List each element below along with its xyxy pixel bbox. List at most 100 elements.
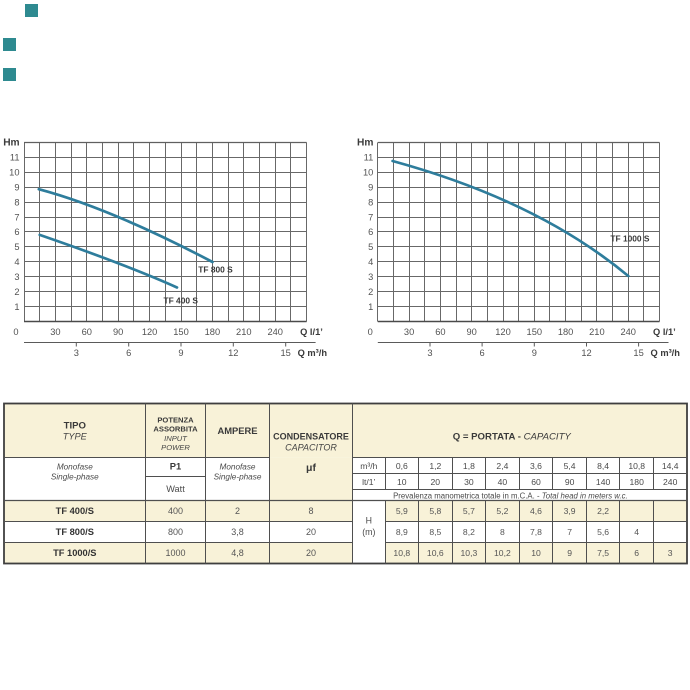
svg-text:TF 400/S: TF 400/S: [56, 506, 94, 516]
svg-text:0: 0: [368, 327, 373, 337]
svg-text:30: 30: [404, 327, 414, 337]
svg-text:ASSORBITA: ASSORBITA: [153, 425, 198, 434]
svg-text:10: 10: [363, 168, 373, 178]
svg-text:P1: P1: [170, 461, 181, 472]
svg-text:2: 2: [14, 287, 19, 297]
svg-text:30: 30: [50, 327, 60, 337]
svg-text:4: 4: [368, 257, 373, 267]
svg-text:10,6: 10,6: [427, 548, 444, 558]
svg-text:8,2: 8,2: [463, 527, 475, 537]
svg-text:10: 10: [9, 168, 19, 178]
svg-text:120: 120: [142, 327, 158, 337]
svg-text:3,9: 3,9: [564, 506, 576, 516]
svg-text:1000: 1000: [165, 548, 185, 558]
svg-text:240: 240: [663, 477, 678, 487]
svg-text:90: 90: [565, 477, 575, 487]
svg-text:0,6: 0,6: [396, 461, 408, 471]
svg-text:6: 6: [14, 227, 19, 237]
svg-text:Watt: Watt: [166, 484, 185, 494]
svg-text:10,8: 10,8: [628, 461, 645, 471]
svg-text:POTENZA: POTENZA: [157, 416, 194, 425]
svg-text:5,7: 5,7: [463, 506, 475, 516]
svg-text:Monofase: Monofase: [57, 463, 93, 472]
svg-text:CAPACITOR: CAPACITOR: [285, 443, 337, 453]
svg-text:9: 9: [14, 182, 19, 192]
svg-text:210: 210: [589, 327, 605, 337]
svg-text:12: 12: [228, 348, 238, 358]
svg-text:6: 6: [368, 227, 373, 237]
svg-text:Q l/1’: Q l/1’: [300, 327, 323, 337]
svg-text:Single-phase: Single-phase: [214, 473, 262, 482]
svg-text:Q m³/h: Q m³/h: [651, 348, 681, 358]
svg-text:TF 1000 S: TF 1000 S: [610, 234, 650, 244]
svg-text:Hm: Hm: [3, 138, 19, 149]
svg-text:2,4: 2,4: [496, 461, 508, 471]
svg-text:5,2: 5,2: [496, 506, 508, 516]
svg-text:POWER: POWER: [161, 443, 190, 452]
svg-text:90: 90: [113, 327, 123, 337]
svg-text:2: 2: [368, 287, 373, 297]
svg-text:AMPERE: AMPERE: [217, 425, 257, 436]
svg-text:5,6: 5,6: [597, 527, 609, 537]
svg-text:CONDENSATORE: CONDENSATORE: [273, 432, 349, 442]
svg-text:180: 180: [558, 327, 574, 337]
svg-text:4: 4: [634, 527, 639, 537]
svg-text:12: 12: [581, 348, 591, 358]
svg-text:7: 7: [14, 212, 19, 222]
svg-text:2: 2: [235, 506, 240, 516]
svg-text:5,4: 5,4: [564, 461, 576, 471]
svg-text:15: 15: [281, 348, 291, 358]
svg-text:Q = PORTATA - CAPACITY: Q = PORTATA - CAPACITY: [453, 432, 572, 443]
svg-text:150: 150: [173, 327, 189, 337]
svg-text:7,8: 7,8: [530, 527, 542, 537]
svg-text:6: 6: [126, 348, 131, 358]
svg-text:10,8: 10,8: [393, 548, 410, 558]
svg-text:10: 10: [531, 548, 541, 558]
svg-text:INPUT: INPUT: [164, 434, 188, 443]
svg-text:1,8: 1,8: [463, 461, 475, 471]
svg-text:150: 150: [527, 327, 543, 337]
svg-text:Q m³/h: Q m³/h: [298, 348, 328, 358]
svg-text:4,8: 4,8: [231, 548, 244, 558]
svg-text:3: 3: [668, 548, 673, 558]
svg-text:5,8: 5,8: [429, 506, 441, 516]
svg-text:Prevalenza manometrica totale: Prevalenza manometrica totale in m.C.A. …: [393, 491, 628, 500]
svg-text:TIPO: TIPO: [64, 421, 87, 432]
svg-text:180: 180: [205, 327, 221, 337]
svg-text:3: 3: [427, 348, 432, 358]
svg-text:8,9: 8,9: [396, 527, 408, 537]
svg-text:6: 6: [480, 348, 485, 358]
svg-text:5: 5: [14, 242, 19, 252]
svg-text:9: 9: [532, 348, 537, 358]
svg-text:6: 6: [634, 548, 639, 558]
svg-text:3: 3: [368, 272, 373, 282]
svg-text:Q l/1’: Q l/1’: [653, 327, 676, 337]
svg-text:4: 4: [14, 257, 19, 267]
svg-text:14,4: 14,4: [662, 461, 679, 471]
svg-text:(m): (m): [362, 527, 375, 537]
svg-text:8: 8: [500, 527, 505, 537]
svg-text:240: 240: [267, 327, 283, 337]
svg-text:Hm: Hm: [357, 138, 373, 149]
svg-text:1,2: 1,2: [429, 461, 441, 471]
svg-text:1: 1: [368, 302, 373, 312]
svg-text:10,3: 10,3: [461, 548, 478, 558]
svg-text:60: 60: [531, 477, 541, 487]
svg-text:180: 180: [630, 477, 645, 487]
svg-text:120: 120: [495, 327, 511, 337]
svg-text:10,2: 10,2: [494, 548, 511, 558]
svg-text:Single-phase: Single-phase: [51, 473, 99, 482]
svg-text:60: 60: [82, 327, 92, 337]
svg-text:30: 30: [464, 477, 474, 487]
svg-text:20: 20: [431, 477, 441, 487]
svg-text:4,6: 4,6: [530, 506, 542, 516]
svg-text:7: 7: [567, 527, 572, 537]
svg-text:9: 9: [567, 548, 572, 558]
svg-text:7: 7: [368, 212, 373, 222]
svg-text:240: 240: [620, 327, 636, 337]
svg-text:TF 800/S: TF 800/S: [56, 527, 94, 537]
svg-text:TF 400 S: TF 400 S: [164, 296, 199, 306]
svg-text:90: 90: [467, 327, 477, 337]
svg-text:TYPE: TYPE: [63, 432, 88, 442]
svg-text:TF 1000/S: TF 1000/S: [53, 548, 96, 558]
